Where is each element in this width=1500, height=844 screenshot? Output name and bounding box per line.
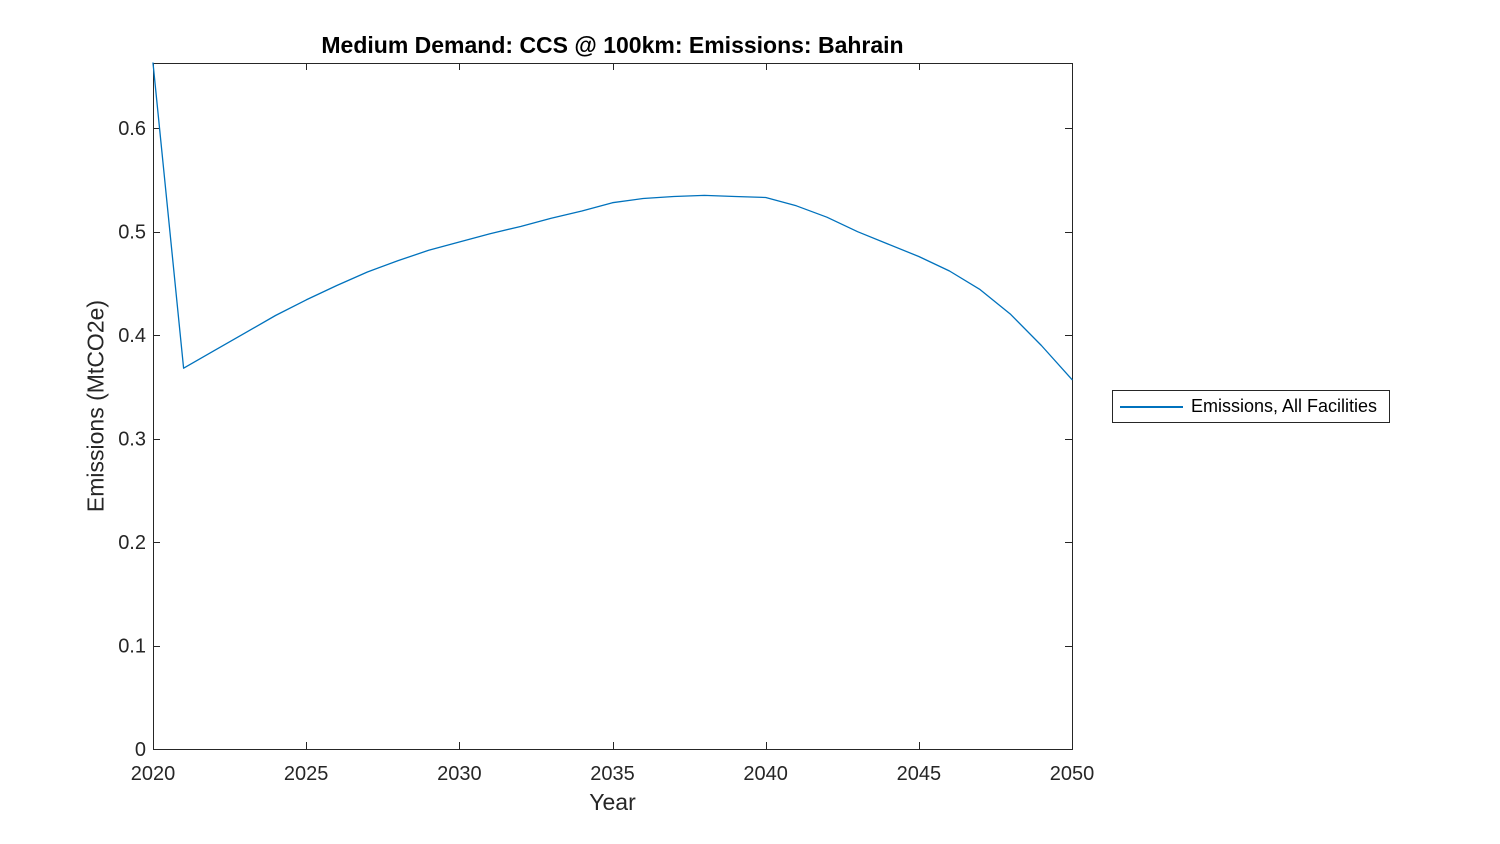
y-tick-label: 0.2 — [118, 532, 146, 554]
legend-label: Emissions, All Facilities — [1191, 396, 1378, 416]
emissions-line — [152, 62, 1073, 381]
x-tick-label: 2040 — [743, 763, 788, 785]
x-axis-label: Year — [589, 789, 636, 815]
x-tick-label: 2030 — [437, 763, 482, 785]
x-tick-label: 2025 — [284, 763, 329, 785]
y-tick-label: 0 — [135, 739, 146, 761]
x-tick-label: 2035 — [590, 763, 635, 785]
y-tick-label: 0.3 — [118, 429, 146, 451]
y-tick-label: 0.4 — [118, 325, 146, 347]
chart-title: Medium Demand: CCS @ 100km: Emissions: B… — [321, 32, 904, 58]
axes-box — [153, 63, 1073, 750]
x-tick-label: 2045 — [897, 763, 942, 785]
x-tick-label: 2050 — [1050, 763, 1095, 785]
y-tick-label: 0.6 — [118, 118, 146, 140]
x-tick-label: 2020 — [131, 763, 176, 785]
y-tick-label: 0.1 — [118, 636, 146, 658]
legend: Emissions, All Facilities — [1112, 390, 1390, 423]
legend-line-sample-icon — [1120, 405, 1183, 408]
y-tick-label: 0.5 — [118, 222, 146, 244]
y-axis-label: Emissions (MtCO2e) — [82, 299, 109, 513]
